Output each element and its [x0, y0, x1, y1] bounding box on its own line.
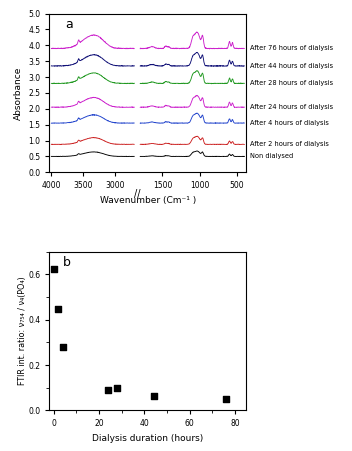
X-axis label: Dialysis duration (hours): Dialysis duration (hours): [92, 434, 203, 443]
Point: [60, 343, 66, 350]
Point: [105, 387, 111, 394]
X-axis label: Wavenumber (Cm⁻¹ ): Wavenumber (Cm⁻¹ ): [100, 196, 196, 205]
Text: After 44 hours of dialysis: After 44 hours of dialysis: [250, 63, 333, 69]
Y-axis label: FTIR int. ratio: ν₇₅₄ / ν₄(PO₄): FTIR int. ratio: ν₇₅₄ / ν₄(PO₄): [18, 276, 27, 386]
Text: //: //: [134, 189, 140, 199]
Text: After 76 hours of dialysis: After 76 hours of dialysis: [250, 46, 333, 51]
Text: Non dialysed: Non dialysed: [250, 153, 294, 159]
Text: b: b: [63, 257, 71, 269]
Text: After 2 hours of dialysis: After 2 hours of dialysis: [250, 141, 329, 147]
Text: a: a: [65, 18, 73, 31]
Point: [56, 306, 61, 313]
Point: [151, 392, 156, 399]
Text: After 28 hours of dialysis: After 28 hours of dialysis: [250, 80, 333, 87]
Point: [223, 396, 229, 403]
Point: [114, 384, 120, 391]
Text: After 4 hours of dialysis: After 4 hours of dialysis: [250, 120, 329, 126]
Text: After 24 hours of dialysis: After 24 hours of dialysis: [250, 104, 333, 110]
Y-axis label: Absorbance: Absorbance: [14, 66, 23, 120]
Point: [52, 265, 57, 272]
